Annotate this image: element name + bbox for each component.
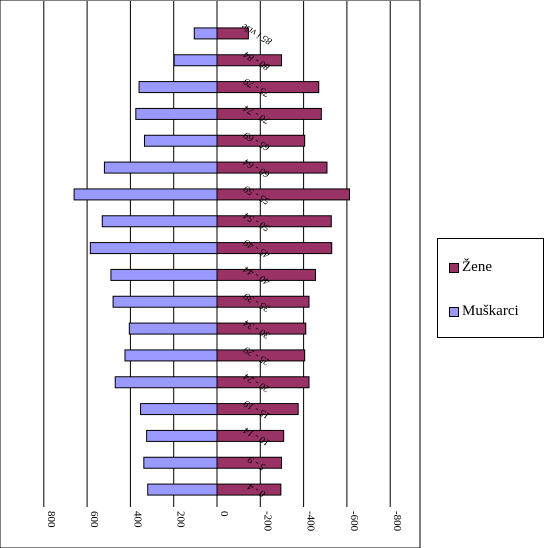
- series-muskarci: [73, 27, 218, 496]
- tick-label: -600: [348, 511, 360, 532]
- tick-label: 800: [45, 511, 57, 528]
- bar-muskarci-13: [143, 134, 218, 147]
- tick-label: -400: [305, 511, 317, 532]
- legend-swatch-muskarci: [449, 306, 459, 317]
- legend-item-zene: Žene: [449, 259, 492, 276]
- bar-muskarci-9: [89, 242, 218, 255]
- bar-muskarci-6: [128, 322, 218, 335]
- bar-muskarci-7: [112, 295, 218, 308]
- bar-muskarci-11: [73, 188, 218, 201]
- bar-zene-9: [216, 242, 333, 255]
- tick-label: -800: [391, 511, 403, 532]
- bar-zene-10: [216, 215, 332, 228]
- legend-item-muskarci: Muškarci: [449, 303, 519, 320]
- bar-muskarci-1: [143, 456, 218, 469]
- bar-zene-11: [216, 188, 350, 201]
- bar-muskarci-15: [138, 81, 218, 94]
- bar-muskarci-14: [135, 107, 218, 120]
- bar-muskarci-4: [114, 376, 218, 389]
- value-axis-ticks: 800 600 400 200 0 -200 -400 -600 -800: [43, 503, 403, 532]
- legend-swatch-zene: [449, 262, 459, 273]
- tick-label: 600: [88, 511, 100, 528]
- bar-muskarci-16: [173, 54, 218, 67]
- bar-muskarci-5: [124, 349, 218, 362]
- bar-muskarci-2: [146, 429, 218, 442]
- bar-muskarci-10: [101, 215, 218, 228]
- tick-label: 0: [218, 511, 230, 517]
- legend-label-zene: Žene: [462, 259, 492, 275]
- legend-label-muskarci: Muškarci: [462, 303, 519, 319]
- bar-muskarci-8: [110, 268, 218, 281]
- tick-label: 400: [131, 511, 143, 528]
- tick-label: -200: [261, 511, 273, 532]
- bar-muskarci-17: [193, 27, 218, 40]
- legend: Žene Muškarci: [437, 238, 544, 338]
- tick-label: 200: [175, 511, 187, 528]
- bar-muskarci-12: [103, 161, 218, 174]
- bar-muskarci-0: [147, 483, 218, 496]
- bar-muskarci-3: [140, 403, 218, 416]
